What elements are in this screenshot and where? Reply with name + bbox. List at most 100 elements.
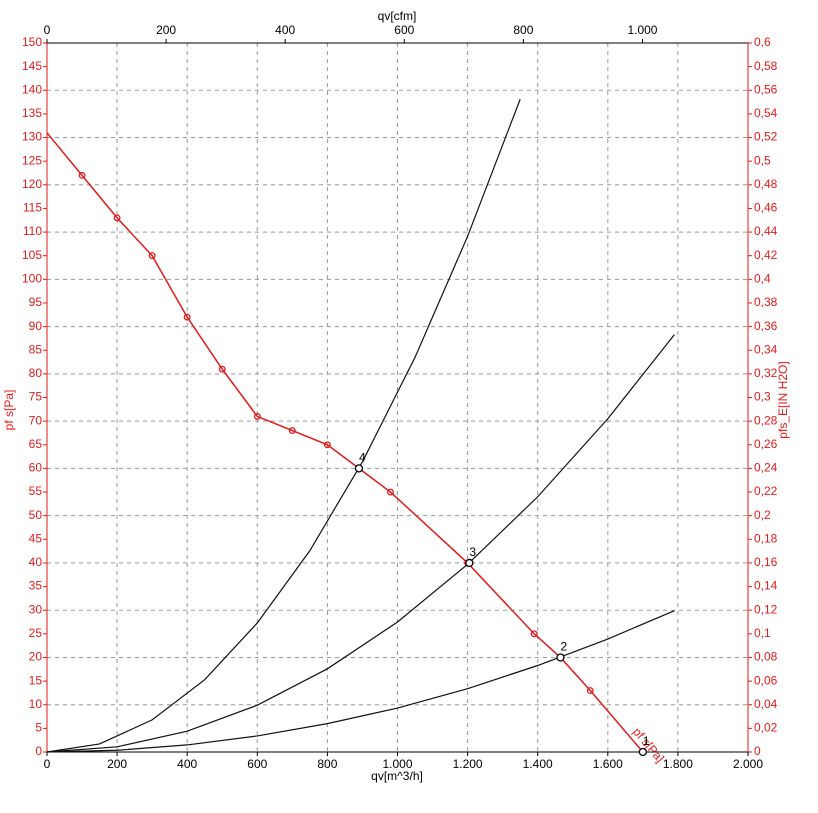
system-curve [46,334,675,753]
y2-tick-label: 0,24 [754,461,778,475]
y-tick-label: 80 [29,366,43,380]
y2-tick-label: 0,2 [754,508,771,522]
y2-tick-label: 0,22 [754,484,778,498]
y-tick-label: 35 [29,579,43,593]
y2-tick-label: 0,02 [754,721,778,735]
operating-point [465,558,474,568]
y-tick-label: 70 [29,413,43,427]
point-label: 1 [643,734,650,748]
y-tick-label: 75 [29,390,43,404]
y-tick-label: 150 [22,35,42,49]
system-curve [46,99,521,753]
x2-tick-label: 600 [394,23,414,37]
y-tick-label: 105 [22,248,42,262]
y2-tick-label: 0,56 [754,82,778,96]
y-tick-label: 45 [29,531,43,545]
y2-tick-label: 0,06 [754,673,778,687]
x-tick-label: 1.600 [593,757,623,771]
x-tick-label: 600 [247,757,267,771]
y-tick-label: 60 [29,461,43,475]
y2-tick-label: 0,04 [754,697,778,711]
y-tick-label: 135 [22,106,42,120]
x-axis-label: qv[m^3/h] [371,769,423,783]
y-tick-label: 0 [35,744,42,758]
y-tick-label: 130 [22,130,42,144]
y-tick-label: 110 [23,224,42,238]
fan-curve [46,132,644,753]
y2-tick-label: 0,4 [754,272,771,286]
y-tick-label: 120 [22,177,42,191]
y2-tick-label: 0,14 [754,579,778,593]
y-tick-label: 85 [29,342,43,356]
y2-tick-label: 0,52 [754,130,778,144]
y2-axis-label: pfs_E[IN H2O] [776,361,790,438]
x-tick-label: 200 [107,757,127,771]
y-tick-label: 90 [29,319,43,333]
point-label: 4 [359,451,366,465]
operating-point [354,464,364,473]
y2-tick-label: 0,1 [754,626,771,640]
y-tick-label: 115 [23,201,42,215]
y2-tick-label: 0,08 [754,650,778,664]
x-tick-label: 1.000 [382,757,412,771]
y2-tick-label: 0,48 [754,177,778,191]
x-tick-label: 800 [317,757,337,771]
y2-tick-label: 0,42 [754,248,778,262]
fan-point [323,441,331,449]
y-tick-label: 55 [29,484,43,498]
y2-tick-label: 0,6 [754,35,771,49]
x-tick-label: 1.400 [523,757,553,771]
y2-tick-label: 0,5 [754,153,771,167]
y-axis-label: pf s[Pa] [2,390,16,431]
y-tick-label: 100 [22,272,42,286]
fan-point [288,427,296,435]
y-tick-label: 50 [29,508,43,522]
y-tick-label: 30 [29,602,43,616]
fan-point [253,412,261,420]
fan-point [586,687,594,695]
x-tick-label: 1.200 [453,757,483,771]
system-curve [46,610,675,753]
x2-axis-label: qv[cfm] [378,9,417,23]
y2-tick-label: 0 [754,744,761,758]
fan-point [218,365,226,373]
x-tick-label: 400 [177,757,197,771]
fan-point [183,313,191,321]
y2-tick-label: 0,58 [754,59,778,73]
y2-tick-label: 0,34 [754,342,778,356]
y-tick-label: 5 [35,721,42,735]
x2-tick-label: 1.000 [627,23,657,37]
y2-tick-label: 0,38 [754,295,778,309]
operating-point [556,653,565,662]
fan-point [113,214,121,222]
y-tick-label: 15 [29,673,43,687]
y2-tick-label: 0,12 [754,602,778,616]
fan-point [530,630,538,638]
y-tick-label: 145 [22,59,42,73]
y-tick-label: 10 [29,697,43,711]
fan-point [148,252,156,260]
y-tick-label: 125 [22,153,42,167]
operating-point [638,747,647,757]
y2-tick-label: 0,36 [754,319,778,333]
x-tick-label: 1.800 [663,757,693,771]
y2-tick-label: 0,44 [754,224,778,238]
y2-tick-label: 0,54 [754,106,778,120]
x2-tick-label: 800 [513,23,533,37]
x2-tick-label: 200 [156,23,176,37]
y-tick-label: 20 [29,650,43,664]
point-label: 3 [469,545,476,559]
y-tick-label: 40 [29,555,43,569]
fan-point [78,171,86,179]
x-tick-label: 0 [44,757,51,771]
y-tick-label: 25 [29,626,43,640]
y2-tick-label: 0,32 [754,366,778,380]
y2-tick-label: 0,16 [754,555,778,569]
fan-point [387,488,394,496]
y2-tick-label: 0,18 [754,531,778,545]
x-tick-label: 2.000 [733,757,763,771]
y2-tick-label: 0,26 [754,437,778,451]
y2-tick-label: 0,46 [754,201,778,215]
point-label: 2 [560,640,567,654]
